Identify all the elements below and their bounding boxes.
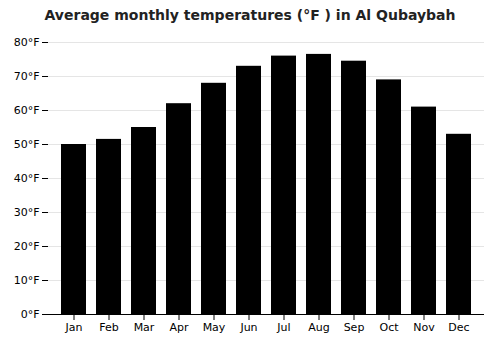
- svg-text:60°F: 60°F: [14, 104, 40, 117]
- svg-text:Jan: Jan: [65, 321, 83, 334]
- svg-text:80°F: 80°F: [14, 36, 40, 49]
- svg-text:May: May: [203, 321, 226, 334]
- svg-text:Jun: Jun: [239, 321, 257, 334]
- svg-text:Oct: Oct: [379, 321, 399, 334]
- svg-text:Dec: Dec: [448, 321, 469, 334]
- svg-text:10°F: 10°F: [14, 274, 40, 287]
- svg-text:20°F: 20°F: [14, 240, 40, 253]
- svg-text:Jul: Jul: [276, 321, 290, 334]
- svg-text:40°F: 40°F: [14, 172, 40, 185]
- svg-text:30°F: 30°F: [14, 206, 40, 219]
- svg-text:Mar: Mar: [134, 321, 155, 334]
- svg-text:Feb: Feb: [99, 321, 118, 334]
- svg-text:Sep: Sep: [344, 321, 365, 334]
- svg-text:70°F: 70°F: [14, 70, 40, 83]
- svg-text:Apr: Apr: [169, 321, 189, 334]
- svg-text:Nov: Nov: [413, 321, 435, 334]
- html-text:Average monthly temperatures (: Average monthly temperatures (°F ) in Al…: [44, 7, 456, 23]
- svg-text:Aug: Aug: [308, 321, 329, 334]
- svg-text:50°F: 50°F: [14, 138, 40, 151]
- svg-text:0°F: 0°F: [21, 308, 40, 321]
